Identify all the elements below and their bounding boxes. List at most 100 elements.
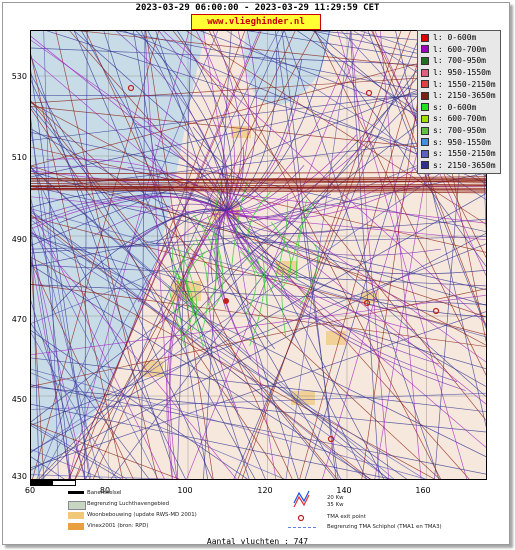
tma-exit-point (127, 84, 135, 92)
flight-track (68, 31, 262, 479)
flight-track (147, 31, 385, 479)
flight-track (349, 31, 380, 479)
flight-track (31, 218, 486, 254)
lake-area (244, 31, 331, 105)
legend-item: l: 1550-2150m (418, 78, 500, 90)
tma-exit-point-icon (297, 514, 305, 522)
flight-track (299, 31, 427, 479)
flight-track (193, 214, 218, 306)
legend-swatch (421, 45, 429, 54)
flight-track (31, 232, 486, 471)
flight-track (77, 31, 486, 74)
flight-track (214, 210, 227, 310)
legend-item: l: 0-600m (418, 32, 500, 44)
tma-exit-label: TMA exit point (327, 514, 366, 520)
flight-track (133, 31, 208, 479)
runway-label: Banenstelsel (87, 490, 122, 496)
x-tick-label: 160 (415, 486, 431, 495)
flight-track (31, 176, 486, 182)
flight-track (176, 31, 192, 479)
wind-35-label: 35 Kw (327, 502, 344, 508)
flight-track (31, 165, 227, 212)
map-canvas (31, 31, 486, 479)
flight-track (216, 210, 239, 335)
flight-track (225, 210, 466, 391)
flight-track (225, 210, 440, 365)
urban-area (276, 261, 298, 275)
flight-track (31, 232, 426, 479)
legend-swatch (421, 91, 429, 100)
flight-track (207, 210, 239, 413)
flight-track (225, 31, 330, 212)
flight-track (31, 53, 123, 479)
flight-track (237, 31, 411, 479)
flight-track (31, 236, 486, 250)
flight-track (31, 372, 286, 479)
legend-swatch (421, 149, 429, 158)
flight-track (73, 31, 266, 479)
flight-track (31, 243, 486, 426)
flight-track (141, 31, 146, 479)
flight-track (206, 214, 224, 313)
flight-track (177, 246, 198, 331)
flight-track (192, 126, 228, 212)
flight-track (31, 185, 486, 190)
legend-item: l: 600-700m (418, 44, 500, 56)
flight-track (31, 224, 159, 479)
tma-border-label: Begrenzing TMA Schiphol (TMA1 en TMA3) (327, 524, 442, 530)
legend-swatch (421, 80, 429, 89)
housing-label: Woonbebouwing (update RWS-MD 2001) (87, 512, 197, 518)
flight-track (31, 45, 486, 167)
flight-track (103, 31, 250, 479)
flight-track (367, 31, 486, 330)
flight-track (31, 209, 367, 479)
flight-track (31, 165, 186, 479)
flight-track (225, 135, 374, 213)
tma-exit-point (363, 299, 371, 307)
flight-track (31, 39, 486, 363)
flight-track (31, 100, 338, 479)
flight-track (395, 31, 486, 428)
flight-track (31, 211, 408, 479)
tma-border-swatch (288, 527, 316, 528)
flight-track (225, 31, 257, 212)
legend-item: l: 950-1550m (418, 67, 500, 79)
flight-track (31, 177, 486, 183)
flight-track (31, 77, 486, 178)
flight-track (313, 31, 486, 267)
flight-track (127, 166, 227, 212)
flight-track (31, 62, 486, 246)
flight-track (31, 69, 90, 479)
flight-track (145, 31, 214, 479)
flight-track (31, 261, 134, 479)
flight-track (225, 58, 302, 212)
flight-track (281, 267, 287, 337)
tma-exit-point (327, 435, 335, 443)
vinex-label: Vinex2001 (bron: RPD) (87, 523, 149, 529)
flight-track (31, 129, 92, 479)
flight-track (31, 193, 486, 452)
flight-track (31, 185, 486, 290)
flight-track (31, 284, 486, 305)
airport-marker (223, 298, 229, 304)
flight-track (31, 253, 45, 479)
altitude-legend: l: 0-600m l: 600-700m l: 700-950m l: 950… (417, 30, 501, 175)
flight-track (222, 210, 275, 350)
flight-track (275, 31, 339, 479)
map-legend: Banenstelsel Begrenzing Luchthavengebied… (30, 489, 485, 533)
airport-area-label: Begrenzing Luchthavengebied (87, 501, 170, 507)
legend-item: l: 700-950m (418, 55, 500, 67)
flight-track (31, 73, 256, 479)
urban-area (326, 331, 346, 345)
flight-track (38, 31, 462, 479)
flight-track (85, 31, 285, 479)
flight-track (195, 237, 209, 333)
flight-track-map (30, 30, 487, 480)
flight-track (241, 31, 402, 479)
flight-track (85, 31, 293, 479)
flight-track (225, 210, 486, 275)
legend-item: s: 600-700m (418, 113, 500, 125)
x-tick-label: 80 (99, 486, 111, 495)
flight-track (217, 210, 252, 361)
site-url-badge[interactable]: www.vlieghinder.nl (191, 14, 321, 30)
